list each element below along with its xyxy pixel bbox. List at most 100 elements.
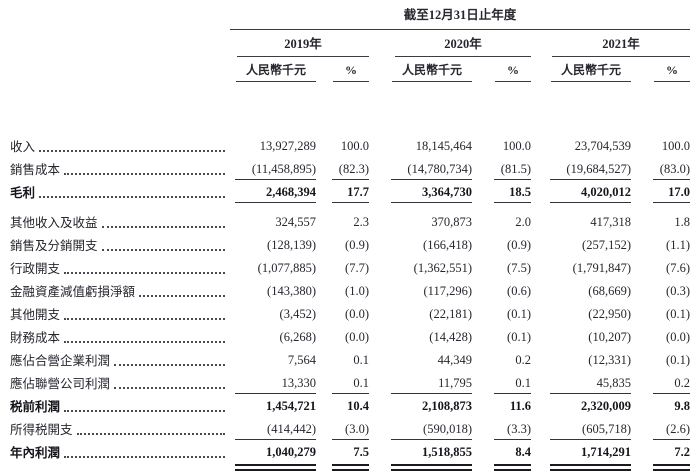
amount-2020: 3,364,730 <box>369 185 472 203</box>
amount-2021: 4,020,012 <box>531 185 631 203</box>
row-label-cell: 銷售及分銷開支 <box>10 239 230 254</box>
pct-2020: (0.6) <box>507 284 531 298</box>
table-body: 收入 13,927,289 100.0 18,145,464 100.0 23,… <box>10 132 690 471</box>
amount-2020: 1,518,855 <box>369 445 472 471</box>
pct-2019: 100.0 <box>340 139 369 153</box>
pct-header-2020: % <box>472 63 531 82</box>
row-label: 收入 <box>10 140 36 154</box>
row-label-cell: 應佔聯營公司利潤 <box>10 377 230 392</box>
amount-2020: (590,018) <box>369 422 472 440</box>
amount-2020: 11,795 <box>369 376 472 394</box>
amount-2021: (22,950) <box>588 307 631 321</box>
amount-2021: (257,152) <box>582 238 631 252</box>
table-row: 銷售成本 (11,458,895) (82.3) (14,780,734) (8… <box>10 155 690 180</box>
pct-header-2019: % <box>316 63 369 82</box>
dot-leader <box>114 387 225 389</box>
pct-2019: (0.0) <box>345 330 369 344</box>
pct-2021: (0.0) <box>666 330 690 344</box>
dot-leader <box>39 150 225 152</box>
row-label-cell: 行政開支 <box>10 262 230 277</box>
pct-2020: (0.1) <box>507 307 531 321</box>
row-label-cell: 毛利 <box>10 186 230 201</box>
row-label: 税前利潤 <box>10 400 61 414</box>
amount-2021: (68,669) <box>588 284 631 298</box>
pct-2020: (0.1) <box>507 330 531 344</box>
pct-2019: 17.7 <box>316 185 369 203</box>
amount-2021: 1,714,291 <box>531 445 631 471</box>
pct-2021: (0.3) <box>666 284 690 298</box>
unit-header-2019: 人民幣千元 <box>230 63 316 82</box>
row-label-cell: 財務成本 <box>10 331 230 346</box>
amount-2020: (14,428) <box>429 330 472 344</box>
year-header-2021: 2021年 <box>552 37 690 57</box>
row-label-cell: 銷售成本 <box>10 163 230 178</box>
pct-2021: 100.0 <box>661 139 690 153</box>
pct-2020: 11.6 <box>509 399 531 413</box>
table-row: 年內利潤 1,040,279 7.5 1,518,855 8.4 1,714,2… <box>10 438 690 471</box>
pct-2019: 0.1 <box>316 376 369 394</box>
dot-leader <box>64 318 225 320</box>
amount-2021: 45,835 <box>531 376 631 394</box>
pct-2020: (0.9) <box>507 238 531 252</box>
dot-leader <box>76 433 225 435</box>
dot-leader <box>139 295 225 297</box>
row-label: 毛利 <box>10 186 36 200</box>
amount-2019: (6,268) <box>279 330 316 344</box>
dot-leader <box>64 456 225 458</box>
pct-2021: (0.1) <box>666 353 690 367</box>
pct-2020: 18.5 <box>472 185 531 203</box>
dot-leader <box>64 173 225 175</box>
table-row: 金融資產減值虧損淨額 (143,380) (1.0) (117,296) (0.… <box>10 277 690 300</box>
amount-2021: (10,207) <box>588 330 631 344</box>
amount-2020: 370,873 <box>431 215 472 229</box>
pct-2020: 0.2 <box>515 353 531 367</box>
pct-2019: 0.1 <box>353 353 369 367</box>
pct-2019: (0.0) <box>345 307 369 321</box>
amount-2019: (1,077,885) <box>257 261 316 275</box>
pct-2021: (7.6) <box>666 261 690 275</box>
pct-2019: 7.5 <box>316 445 369 471</box>
amount-2019: 324,557 <box>275 215 316 229</box>
pct-2021: 17.0 <box>631 185 690 203</box>
pct-2019: (82.3) <box>316 162 369 180</box>
row-label-cell: 税前利潤 <box>10 400 230 415</box>
row-label: 行政開支 <box>10 262 61 276</box>
amount-2020: 44,349 <box>437 353 472 367</box>
amount-2021: 417,318 <box>590 215 631 229</box>
row-label-cell: 其他開支 <box>10 308 230 323</box>
unit-header-2021: 人民幣千元 <box>531 63 631 82</box>
pct-2021: (0.1) <box>666 307 690 321</box>
row-label-cell: 所得税開支 <box>10 423 230 438</box>
table-row: 其他開支 (3,452) (0.0) (22,181) (0.1) (22,95… <box>10 300 690 323</box>
row-label: 應佔合營企業利潤 <box>10 354 111 368</box>
amount-2019: (128,139) <box>267 238 316 252</box>
row-label: 財務成本 <box>10 331 61 345</box>
table-row: 其他收入及收益 324,557 2.3 370,873 2.0 417,318 … <box>10 208 690 231</box>
row-label-cell: 應佔合營企業利潤 <box>10 354 230 369</box>
pct-2019: 2.3 <box>353 215 369 229</box>
dot-leader <box>39 196 225 198</box>
row-label: 其他收入及收益 <box>10 216 98 230</box>
amount-2021: (12,331) <box>588 353 631 367</box>
amount-2020: (1,362,551) <box>413 261 472 275</box>
table-row: 收入 13,927,289 100.0 18,145,464 100.0 23,… <box>10 132 690 155</box>
row-label-cell: 年內利潤 <box>10 446 230 461</box>
row-label: 應佔聯營公司利潤 <box>10 377 111 391</box>
amount-2021: (1,791,847) <box>572 261 631 275</box>
pct-2021: 7.2 <box>631 445 690 471</box>
table-row: 税前利潤 1,454,721 10.4 2,108,873 11.6 2,320… <box>10 392 690 415</box>
pct-2020: 2.0 <box>515 215 531 229</box>
row-label: 其他開支 <box>10 308 61 322</box>
table-row: 毛利 2,468,394 17.7 3,364,730 18.5 4,020,0… <box>10 178 690 203</box>
amount-2021: (605,718) <box>531 422 631 440</box>
dot-leader <box>114 364 225 366</box>
pct-2020: 100.0 <box>502 139 531 153</box>
row-label: 銷售及分銷開支 <box>10 239 98 253</box>
pct-2020: (7.5) <box>507 261 531 275</box>
dot-leader <box>101 249 225 251</box>
pct-2019: (0.9) <box>345 238 369 252</box>
pct-header-2021: % <box>631 63 690 82</box>
pct-2021: (83.0) <box>631 162 690 180</box>
pct-2020: (3.3) <box>472 422 531 440</box>
pct-2021: (2.6) <box>631 422 690 440</box>
